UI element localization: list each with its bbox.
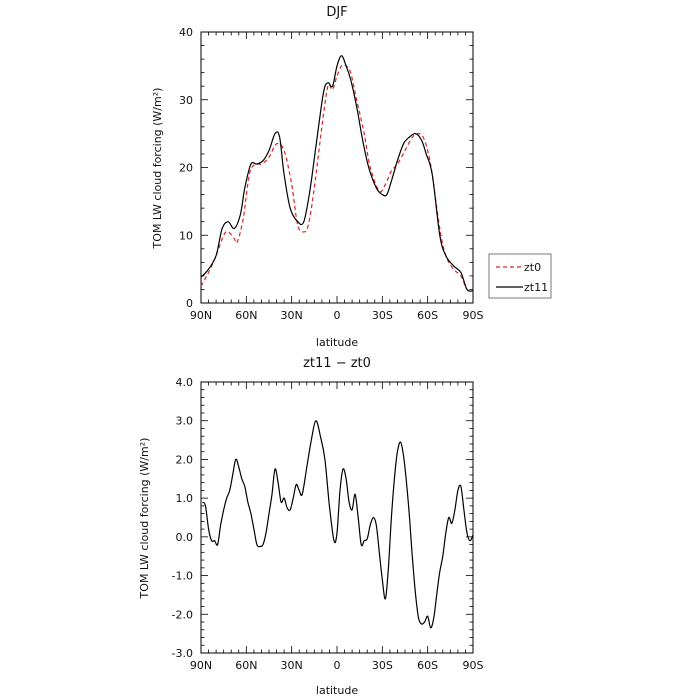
bottom-series-lines (202, 420, 474, 629)
bottom-panel: zt11 − zt0 90N 60N 30N 0 30S 60S 90S -3.0-2.0-… (138, 356, 484, 697)
bottom-x-tick-label: 90S (463, 659, 484, 672)
bottom-x-tick-label: 60N (235, 659, 257, 672)
bottom-x-axis-label: latitude (316, 684, 358, 697)
bottom-y-tick-label: 2.0 (176, 453, 194, 466)
bottom-y-tick-label: 4.0 (176, 376, 194, 389)
legend-label-zt0: zt0 (524, 261, 541, 274)
top-x-tick-label: 0 (334, 309, 341, 322)
bottom-x-tick-label: 30N (281, 659, 303, 672)
top-series-line-zt0 (200, 64, 474, 292)
top-y-tick-labels: 0 10 20 30 40 (179, 26, 193, 310)
bottom-series-line-difference (202, 420, 474, 629)
bottom-y-tick-label: 3.0 (176, 415, 194, 428)
bottom-x-tick-label: 90N (190, 659, 212, 672)
top-x-tick-label: 90S (463, 309, 484, 322)
top-series-lines (200, 55, 474, 292)
bottom-chart-title: zt11 − zt0 (303, 356, 371, 371)
top-plot-frame (200, 31, 474, 304)
bottom-y-tick-label: 0.0 (176, 531, 194, 544)
bottom-y-tick-label: -2.0 (172, 608, 193, 621)
top-panel: DJF 90N 60N 30N 0 30S 60S 90S 0 10 20 30 40 latitu… (151, 5, 552, 349)
legend-frame (488, 253, 552, 299)
bottom-plot-frame (200, 381, 474, 654)
top-x-tick-labels: 90N 60N 30N 0 30S 60S 90S (190, 309, 484, 322)
top-x-tick-label: 60S (417, 309, 438, 322)
top-x-tick-label: 30S (372, 309, 393, 322)
bottom-y-tick-label: -3.0 (172, 647, 193, 660)
top-y-tick-label: 10 (179, 229, 193, 242)
bottom-ticks (200, 381, 474, 654)
bottom-x-tick-label: 60S (417, 659, 438, 672)
top-y-tick-label: 0 (186, 297, 193, 310)
bottom-x-tick-label: 30S (372, 659, 393, 672)
bottom-y-axis-label: TOM LW cloud forcing (W/m²) (138, 438, 151, 600)
bottom-y-tick-label: 1.0 (176, 492, 194, 505)
top-y-tick-label: 20 (179, 162, 193, 175)
bottom-x-tick-labels: 90N 60N 30N 0 30S 60S 90S (190, 659, 484, 672)
top-y-tick-label: 30 (179, 94, 193, 107)
legend: zt0 zt11 (488, 253, 552, 299)
top-chart-title: DJF (326, 5, 347, 20)
bottom-x-tick-label: 0 (334, 659, 341, 672)
top-y-tick-label: 40 (179, 26, 193, 39)
bottom-y-tick-label: -1.0 (172, 570, 193, 583)
top-x-tick-label: 30N (281, 309, 303, 322)
top-x-axis-label: latitude (316, 336, 358, 349)
top-ticks (200, 31, 474, 304)
top-x-tick-label: 60N (235, 309, 257, 322)
top-y-axis-label: TOM LW cloud forcing (W/m²) (151, 88, 164, 250)
top-series-line-zt11 (200, 55, 474, 292)
top-x-tick-label: 90N (190, 309, 212, 322)
legend-label-zt11: zt11 (524, 281, 548, 294)
bottom-y-tick-labels: -3.0 -2.0 -1.0 0.0 1.0 2.0 3.0 4.0 (172, 376, 193, 660)
